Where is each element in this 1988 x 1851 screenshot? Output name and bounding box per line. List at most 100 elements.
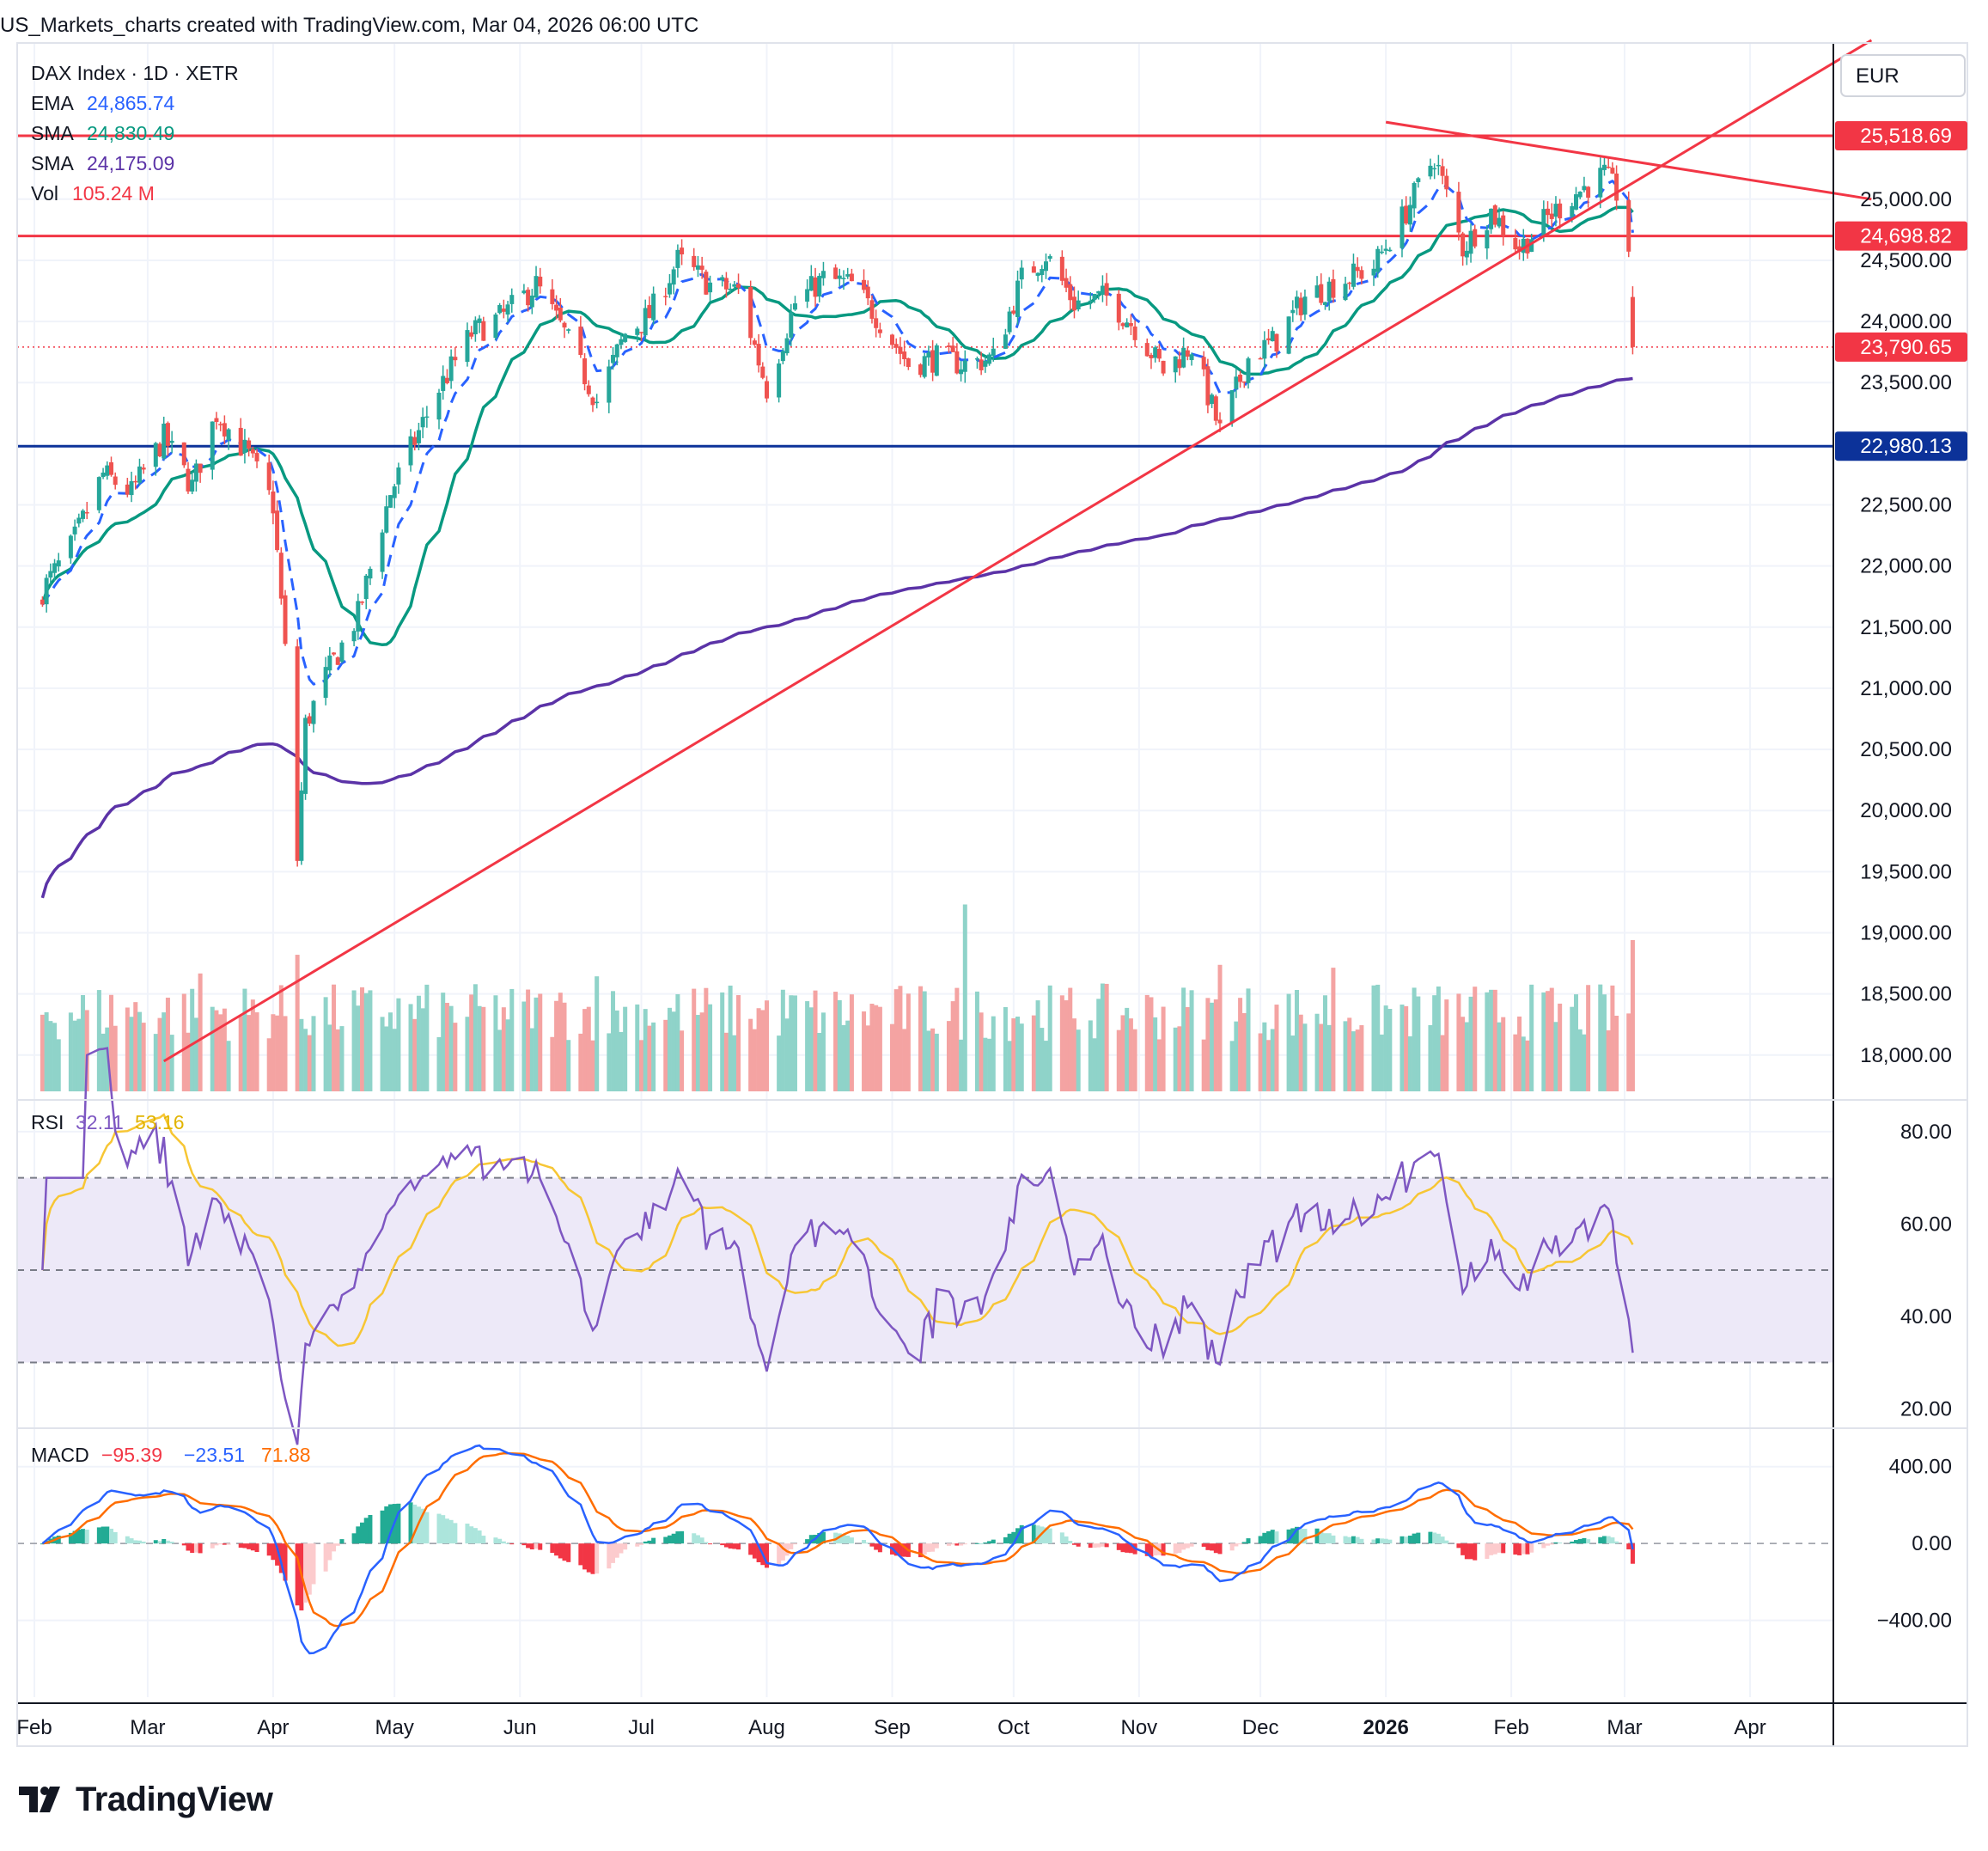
macd-histogram-bar: [1577, 1538, 1582, 1544]
candle-body: [323, 667, 328, 699]
candle-body: [1614, 173, 1619, 201]
volume-bar: [1456, 993, 1461, 1091]
macd-histogram-bar: [108, 1528, 113, 1544]
candle-body: [436, 392, 442, 420]
macd-histogram-bar: [1541, 1543, 1546, 1549]
volume-bar: [1517, 1016, 1522, 1091]
volume-bar: [108, 994, 113, 1091]
macd-histogram-bar: [1003, 1536, 1008, 1544]
volume-bar: [1092, 1038, 1097, 1091]
volume-bar: [635, 1004, 640, 1091]
candlesticks: [40, 155, 1635, 867]
candle-body: [387, 495, 393, 508]
volume-bar: [1444, 999, 1449, 1091]
macd-signal-line: [42, 1451, 1634, 1628]
volume-bar: [412, 1018, 418, 1091]
macd-histogram-bar: [1371, 1539, 1376, 1544]
volume-bar: [1501, 1017, 1506, 1091]
volume-bar: [1485, 992, 1490, 1091]
volume-bar: [1404, 1005, 1409, 1091]
macd-histogram-bar: [1347, 1536, 1352, 1544]
macd-histogram-bar: [1270, 1530, 1275, 1544]
price-tick-label: 18,000.00: [1860, 1044, 1952, 1067]
volume-bar: [101, 1033, 106, 1091]
volume-bar: [323, 997, 328, 1091]
candle-body: [586, 385, 591, 394]
volume-bar: [1610, 985, 1615, 1091]
candle-body: [1461, 233, 1466, 257]
candle-body: [380, 532, 385, 572]
macd-histogram-bar: [465, 1524, 470, 1544]
volume-bar: [1262, 1022, 1267, 1091]
volume-bar: [954, 987, 960, 1091]
volume-bar: [1019, 1023, 1024, 1091]
volume-bar: [1464, 1022, 1469, 1091]
macd-histogram-bar: [663, 1536, 668, 1544]
volume-bar: [1213, 999, 1218, 1091]
volume-bar: [1161, 1006, 1166, 1091]
macd-histogram-bar: [1128, 1543, 1133, 1554]
macd-histogram-bar: [218, 1543, 223, 1545]
candle-body: [934, 345, 939, 376]
volume-bar: [84, 1010, 89, 1091]
candle-body: [529, 295, 534, 308]
candle-body: [619, 339, 624, 345]
candle-body: [671, 269, 676, 285]
volume-bar: [1314, 1013, 1320, 1091]
volume-bar: [162, 1012, 167, 1091]
candle-body: [493, 314, 498, 339]
macd-histogram-bar: [1064, 1536, 1069, 1544]
macd-histogram-bar: [327, 1543, 332, 1561]
candle-body: [198, 463, 203, 473]
volume-bar: [250, 999, 255, 1091]
candle-body: [1464, 250, 1469, 258]
volume-bar: [76, 1018, 82, 1091]
macd-histogram-bar: [275, 1543, 280, 1566]
volume-bar: [368, 990, 373, 1091]
volume-bar: [1290, 1035, 1296, 1091]
candle-body: [299, 790, 304, 861]
volume-bar: [752, 1029, 757, 1091]
macd-histogram-bar: [1246, 1538, 1251, 1544]
volume-bar: [526, 989, 531, 1091]
macd-histogram-bar: [1582, 1537, 1587, 1544]
macd-histogram-bar: [1598, 1536, 1603, 1544]
macd-histogram-bar: [76, 1529, 82, 1544]
candle-body: [465, 330, 470, 363]
candle-body: [186, 468, 191, 492]
macd-histogram-bar: [303, 1543, 308, 1603]
macd-histogram-bar: [198, 1543, 203, 1554]
volume-bar: [44, 1012, 49, 1091]
macd-line: [41, 1444, 1634, 1655]
volume-bar: [125, 1007, 130, 1091]
price-tick-label: 24,500.00: [1860, 249, 1952, 272]
macd-histogram-bar: [436, 1513, 442, 1544]
macd-histogram-bar: [1120, 1543, 1125, 1553]
macd-histogram-bar: [526, 1543, 531, 1549]
price-tick-label: 19,000.00: [1860, 921, 1952, 944]
volume-bar: [210, 1006, 215, 1091]
volume-bar: [1497, 1022, 1502, 1091]
candle-body: [133, 480, 138, 483]
candle-body: [129, 480, 134, 496]
volume-bar: [1558, 1003, 1563, 1091]
sma200-line: [40, 376, 1633, 899]
candle-body: [453, 357, 458, 361]
macd-histogram-bar: [505, 1542, 510, 1544]
candle-body: [1428, 165, 1433, 177]
macd-histogram-bar: [368, 1514, 373, 1544]
candle-body: [1286, 316, 1291, 354]
volume-bar: [586, 1006, 591, 1091]
macd-histogram-bar: [1047, 1528, 1052, 1544]
candle-body: [792, 302, 797, 310]
legend-macd-signal: 71.88: [261, 1444, 311, 1466]
price-label-box: [1835, 221, 1967, 251]
currency-box[interactable]: [1840, 54, 1966, 97]
tradingview-logo[interactable]: TradingView: [19, 1779, 273, 1820]
volume-bar: [1238, 998, 1243, 1091]
candle-body: [1383, 248, 1388, 251]
candle-body: [833, 267, 838, 279]
macd-histogram-bar: [820, 1531, 826, 1544]
candle-body: [1601, 164, 1607, 170]
